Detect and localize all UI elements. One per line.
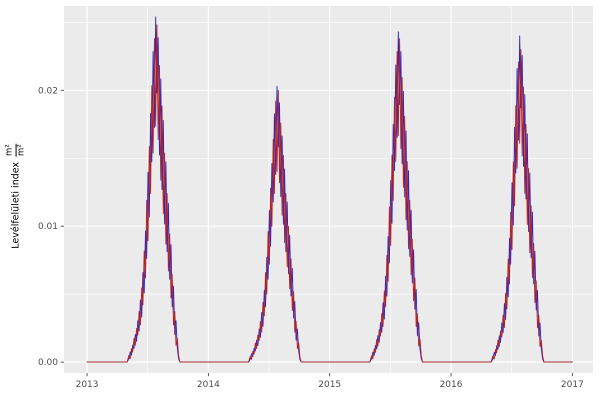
y-axis-title-text: Levélfelületi index bbox=[10, 161, 22, 249]
x-tick-label: 2016 bbox=[440, 380, 463, 390]
x-tick-label: 2014 bbox=[197, 380, 220, 390]
y-axis-title-fraction: m² m² bbox=[4, 143, 27, 157]
series-line-lai-red bbox=[86, 24, 573, 363]
x-tick-label: 2013 bbox=[76, 380, 99, 390]
x-tick-label: 2015 bbox=[318, 380, 341, 390]
y-tick-label: 0.00 bbox=[38, 358, 58, 368]
x-tick-label: 2017 bbox=[561, 380, 584, 390]
y-axis-unit-denominator: m² bbox=[16, 144, 27, 156]
y-axis-unit-numerator: m² bbox=[4, 143, 17, 157]
y-tick-label: 0.02 bbox=[38, 86, 58, 96]
y-tick-label: 0.01 bbox=[38, 222, 58, 232]
y-axis-title: Levélfelületi index m² m² bbox=[4, 143, 27, 249]
